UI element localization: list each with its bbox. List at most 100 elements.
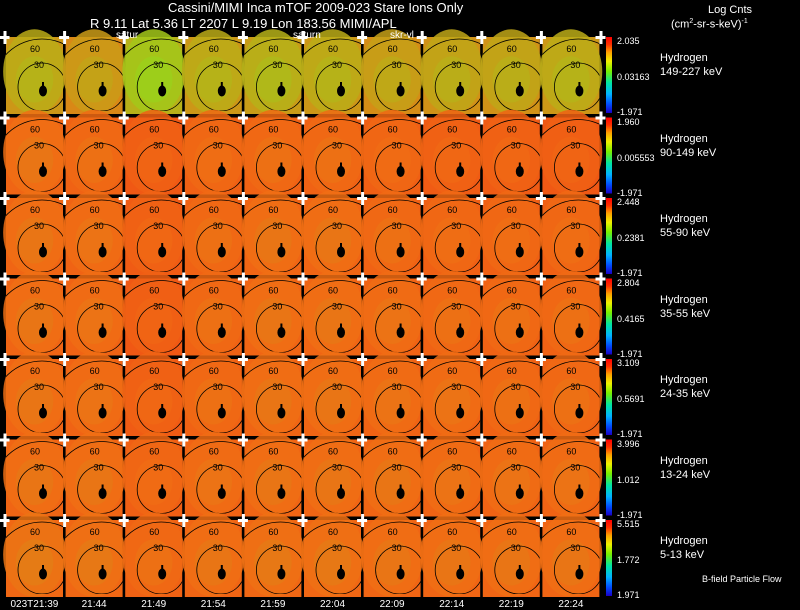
image-cell: 60 30 — [62, 29, 126, 114]
ring-label-60: 60 — [209, 125, 219, 135]
species-label: Hydrogen — [660, 132, 708, 145]
ring-label-30: 30 — [451, 60, 461, 70]
crosshair-icon — [595, 31, 606, 44]
distance-rings — [304, 521, 361, 594]
distance-rings — [65, 119, 123, 192]
distance-rings — [184, 38, 242, 111]
crosshair-icon — [535, 353, 546, 366]
crosshair-icon — [0, 514, 10, 527]
ring-label-60: 60 — [328, 527, 338, 537]
overlay-label-saturn: saturn — [293, 30, 321, 41]
ring-label-30: 30 — [332, 463, 342, 473]
ring-label-60: 60 — [328, 447, 338, 457]
colorbar-scale — [606, 278, 612, 355]
image-cell: 60 30 — [360, 190, 424, 275]
image-cell: 60 30 — [62, 431, 126, 517]
ring-30 — [494, 143, 540, 192]
spacecraft-icon — [337, 162, 345, 177]
ring-30 — [17, 465, 63, 514]
distance-rings — [304, 360, 361, 433]
crosshair-icon — [595, 111, 606, 125]
distance-rings — [542, 280, 600, 353]
spacecraft-icon — [337, 404, 345, 419]
ring-label-60: 60 — [566, 44, 576, 54]
colorbar-min: 1.971 — [617, 590, 640, 600]
ring-label-30: 30 — [213, 141, 223, 151]
image-cell: 60 30 — [479, 351, 543, 436]
ring-label-60: 60 — [566, 527, 576, 537]
ring-label-60: 60 — [447, 125, 457, 135]
ring-label-30: 30 — [511, 543, 521, 553]
species-label: Hydrogen — [660, 454, 708, 467]
ring-60 — [244, 199, 302, 217]
crosshair-icon — [357, 272, 368, 286]
ring-30 — [494, 223, 540, 272]
ring-label-30: 30 — [94, 141, 104, 151]
ring-60 — [423, 521, 481, 539]
ring-label-60: 60 — [447, 447, 457, 457]
distance-rings — [125, 521, 183, 594]
crosshair-icon — [297, 111, 308, 125]
ring-label-60: 60 — [447, 286, 457, 296]
ring-label-60: 60 — [328, 286, 338, 296]
ring-label-60: 60 — [30, 447, 40, 457]
colorbar-mid: 0.03163 — [617, 72, 650, 82]
crosshair-icon — [237, 192, 248, 205]
colorbar — [606, 278, 612, 355]
distance-rings — [542, 360, 600, 433]
ring-60 — [184, 38, 242, 56]
image-cell: 60 30 — [539, 270, 603, 356]
crosshair-icon — [416, 353, 427, 366]
ring-60 — [244, 280, 302, 297]
image-cell: 60 30 — [360, 29, 424, 114]
distance-rings — [482, 441, 540, 514]
image-cell: 60 30 — [539, 109, 603, 195]
time-tick-label: 023T21:39 — [10, 599, 59, 610]
distance-rings — [482, 360, 540, 433]
ring-60 — [363, 119, 421, 136]
ring-60 — [482, 119, 540, 136]
orbit-info: R 9.11 Lat 5.36 LT 2207 L 9.19 Lon 183.5… — [90, 16, 397, 31]
ring-30 — [375, 62, 421, 111]
spacecraft-icon — [396, 484, 405, 499]
ring-60 — [65, 119, 123, 136]
colorbar-mid: 1.012 — [617, 474, 640, 485]
distance-rings — [6, 38, 63, 111]
spacecraft-icon — [456, 404, 465, 419]
spacecraft-icon — [98, 565, 107, 580]
ring-30 — [17, 143, 63, 192]
ring-30 — [256, 143, 302, 192]
crosshair-icon — [357, 31, 368, 44]
distance-rings — [244, 441, 302, 514]
distance-rings — [244, 280, 302, 353]
distance-rings — [304, 199, 361, 272]
crosshair-icon — [118, 514, 129, 527]
image-cell: 60 30 — [62, 270, 126, 356]
ring-label-60: 60 — [268, 366, 278, 376]
ring-60 — [363, 280, 421, 297]
ring-60 — [423, 38, 481, 56]
image-cell: 60 30 — [62, 512, 126, 597]
spacecraft-icon — [98, 404, 107, 419]
ring-label-30: 30 — [272, 543, 282, 553]
spacecraft-icon — [217, 243, 226, 258]
ring-label-60: 60 — [507, 447, 517, 457]
colorbar-min: -1.971 — [617, 187, 643, 198]
distance-rings — [6, 521, 63, 594]
ring-label-30: 30 — [213, 221, 223, 231]
spacecraft-icon — [396, 323, 405, 338]
image-cell: 60 30 — [301, 190, 364, 275]
ring-label-30: 30 — [153, 141, 163, 151]
spacecraft-icon — [515, 404, 524, 419]
ring-label-30: 30 — [332, 221, 342, 231]
ring-label-30: 30 — [570, 141, 580, 151]
ring-30 — [136, 304, 183, 353]
crosshair-icon — [118, 31, 129, 44]
spacecraft-icon — [396, 404, 405, 419]
distance-rings — [363, 521, 421, 594]
ring-30 — [554, 304, 600, 353]
ring-label-30: 30 — [332, 302, 342, 312]
distance-rings — [6, 280, 63, 353]
ring-30 — [77, 62, 123, 111]
